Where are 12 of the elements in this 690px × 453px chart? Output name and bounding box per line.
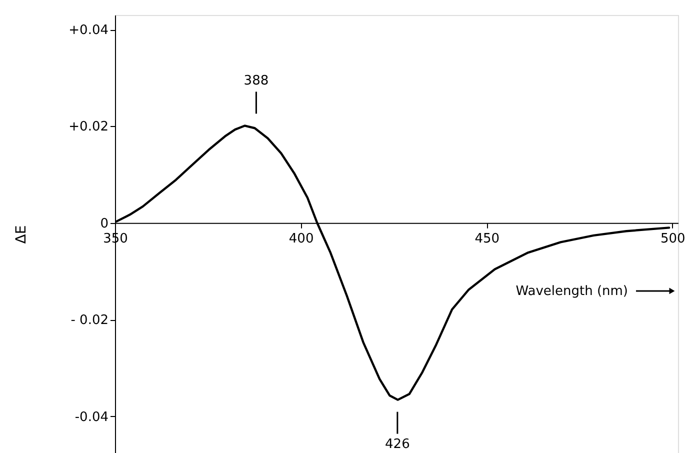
y-tick-label: 0: [100, 216, 108, 232]
x-axis-title: Wavelength (nm): [516, 284, 628, 299]
x-tick-label: 400: [288, 231, 314, 246]
annotation: 426: [385, 436, 410, 452]
y-axis-title: ΔE: [14, 225, 30, 244]
y-tick-label: -0.04: [74, 410, 108, 425]
x-tick-label: 500: [660, 231, 686, 246]
y-tick-label: +0.02: [68, 120, 108, 135]
y-tick-label: - 0.02: [70, 313, 108, 328]
annotation: 388: [244, 74, 269, 89]
x-tick-label: 450: [474, 231, 500, 246]
y-tick-label: +0.04: [68, 23, 108, 38]
